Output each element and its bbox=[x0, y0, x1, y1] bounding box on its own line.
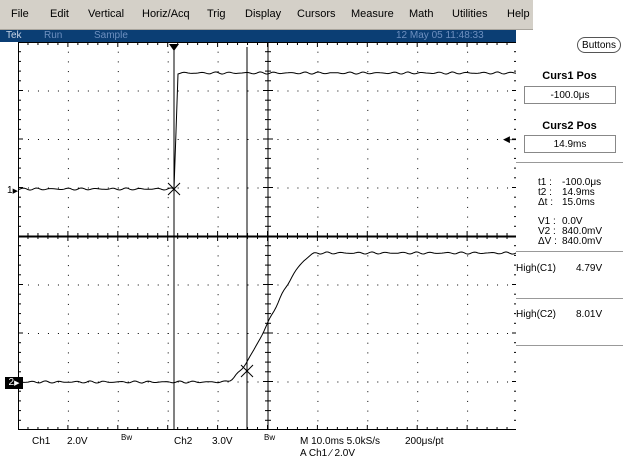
buttons-toggle[interactable]: Buttons bbox=[577, 37, 621, 53]
timebase-readout[interactable]: M 10.0ms 5.0kS/s bbox=[300, 436, 381, 447]
ch2-trace bbox=[18, 251, 517, 384]
ch2-marker-label: 2 bbox=[8, 377, 15, 388]
meas1-value: 4.79V bbox=[576, 263, 603, 274]
menu-math[interactable]: Math bbox=[409, 8, 434, 20]
t2-value: 14.9ms bbox=[562, 187, 595, 198]
menu-measure[interactable]: Measure bbox=[351, 8, 394, 20]
t2-label: t2 : bbox=[538, 187, 552, 198]
status-bar: Tek Run Sample 12 May 05 11:48:33 bbox=[0, 30, 516, 42]
arrow-right-icon: ▶ bbox=[12, 188, 18, 195]
menu-file[interactable]: File bbox=[11, 8, 29, 20]
ch2-name[interactable]: Ch2 bbox=[174, 436, 193, 447]
run-state: Run bbox=[44, 30, 63, 41]
panel-divider bbox=[516, 298, 623, 299]
cursor1-cross-icon bbox=[167, 182, 181, 196]
delta-v-value: 840.0mV bbox=[562, 236, 603, 247]
right-panel: Buttons Curs1 Pos -100.0μs Curs2 Pos 14.… bbox=[516, 30, 623, 462]
acquisition-mode: Sample bbox=[94, 30, 128, 41]
ch2-scale[interactable]: 3.0V bbox=[212, 436, 233, 447]
panel-divider bbox=[516, 162, 623, 163]
ch1-name[interactable]: Ch1 bbox=[32, 436, 51, 447]
ch1-scale[interactable]: 2.0V bbox=[67, 436, 88, 447]
graticule-dots bbox=[27, 51, 509, 422]
menu-help[interactable]: Help bbox=[507, 8, 530, 20]
meas1-label[interactable]: High(C1) bbox=[516, 263, 557, 274]
delta-t-label: Δt : bbox=[538, 197, 554, 208]
panel-divider bbox=[516, 251, 623, 252]
menu-trig[interactable]: Trig bbox=[207, 8, 226, 20]
v2-value: 840.0mV bbox=[562, 226, 603, 237]
waveform-display[interactable] bbox=[18, 42, 517, 430]
ch1-marker[interactable]: 1▶ bbox=[7, 185, 21, 196]
menu-horiz-acq[interactable]: Horiz/Acq bbox=[142, 8, 190, 20]
curs2-pos-field[interactable]: 14.9ms bbox=[524, 135, 616, 153]
menu-display[interactable]: Display bbox=[245, 8, 282, 20]
date-time: 12 May 05 11:48:33 bbox=[396, 30, 484, 41]
cursor2-cross-icon bbox=[240, 364, 254, 378]
menu-cursors[interactable]: Cursors bbox=[297, 8, 336, 20]
v1-value: 0.0V bbox=[562, 216, 583, 227]
bottom-readout: Ch1 2.0V Bw Ch2 3.0V Bw M 10.0ms 5.0kS/s… bbox=[0, 430, 516, 462]
brand-label: Tek bbox=[6, 30, 22, 41]
curs2-pos-title: Curs2 Pos bbox=[542, 120, 597, 132]
ch2-marker[interactable]: 2▶ bbox=[5, 377, 23, 389]
ch1-marker-label: 1 bbox=[7, 185, 13, 196]
ch1-trace bbox=[18, 71, 517, 191]
ch1-bandwidth-label: Bw bbox=[121, 433, 133, 442]
menu-edit[interactable]: Edit bbox=[50, 8, 69, 20]
meas2-value: 8.01V bbox=[576, 309, 603, 320]
ch2-bandwidth-label: Bw bbox=[264, 433, 276, 442]
panel-divider bbox=[516, 345, 623, 346]
arrow-right-icon: ▶ bbox=[14, 380, 20, 387]
t1-label: t1 : bbox=[538, 177, 552, 188]
trigger-readout[interactable]: A Ch1 ∕ 2.0V bbox=[300, 448, 356, 459]
menu-vertical[interactable]: Vertical bbox=[88, 8, 125, 20]
menu-right-area bbox=[533, 0, 623, 30]
delta-v-label: ΔV : bbox=[538, 236, 557, 247]
meas2-label[interactable]: High(C2) bbox=[516, 309, 557, 320]
v2-label: V2 : bbox=[538, 226, 556, 237]
delta-t-value: 15.0ms bbox=[562, 197, 595, 208]
curs1-pos-field[interactable]: -100.0μs bbox=[524, 86, 616, 104]
t1-value: -100.0μs bbox=[562, 177, 602, 188]
menu-bar: File Edit Vertical Horiz/Acq Trig Displa… bbox=[0, 0, 623, 30]
trigger-position-marker-icon bbox=[169, 44, 179, 51]
record-resolution: 200μs/pt bbox=[405, 436, 444, 447]
v1-label: V1 : bbox=[538, 216, 556, 227]
trigger-level-arrow-icon[interactable]: ◀— bbox=[503, 134, 519, 144]
menu-utilities[interactable]: Utilities bbox=[452, 8, 488, 20]
curs1-pos-title: Curs1 Pos bbox=[542, 70, 597, 82]
